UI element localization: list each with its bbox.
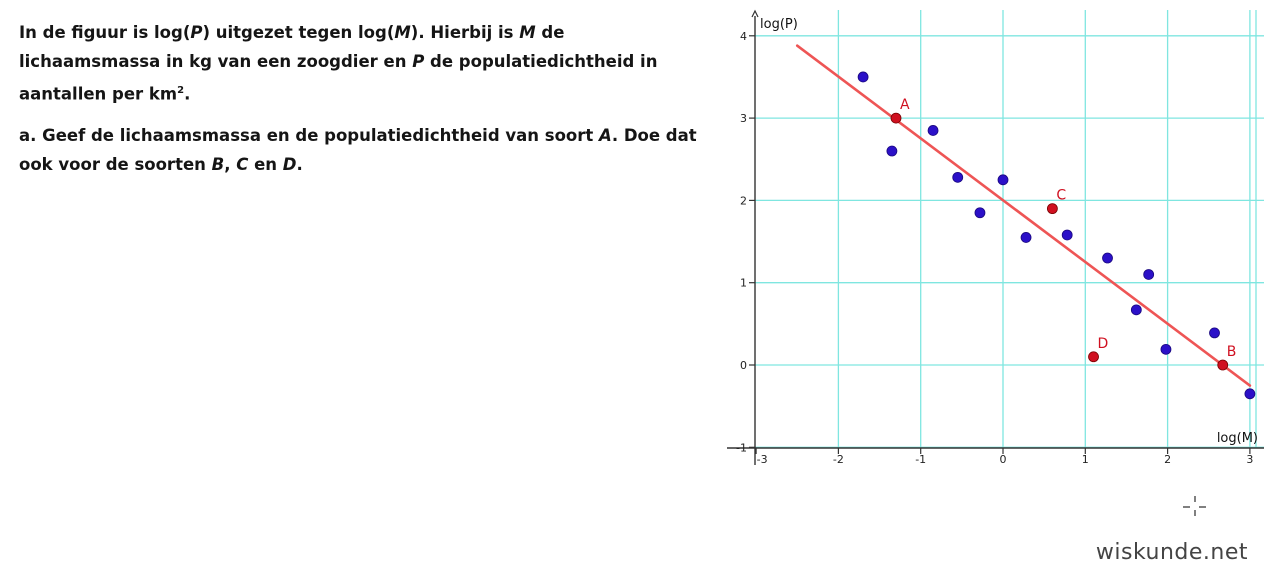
- data-point: [997, 174, 1009, 186]
- trend-line-group: [795, 44, 1252, 387]
- point-label-d: D: [1098, 336, 1109, 352]
- question-part-a: a. Geef de lichaamsmassa en de populatie…: [19, 125, 697, 174]
- x-tick-label: -1: [915, 453, 926, 466]
- y-tick-label: 4: [740, 30, 747, 43]
- data-point: [857, 71, 869, 83]
- trend-line: [795, 44, 1252, 387]
- point-label-a: A: [900, 97, 910, 113]
- data-point: [1061, 229, 1073, 241]
- point-label-b: B: [1227, 344, 1237, 360]
- data-point-b: [1217, 359, 1229, 371]
- x-axis-label: log(M): [1217, 431, 1258, 446]
- y-axis-label: log(P): [760, 17, 798, 32]
- axes: -3 -2 -1 0 1 2 3 -1 0 1 2 3 4 log(M) log(P): [727, 9, 1264, 466]
- data-point-c: [1046, 203, 1058, 215]
- data-point: [1160, 343, 1172, 355]
- question-intro: In de figuur is log(P) uitgezet tegen lo…: [19, 23, 658, 104]
- x-tick-label: 3: [1246, 453, 1253, 466]
- data-point: [974, 207, 986, 219]
- data-point: [1130, 304, 1142, 316]
- y-tick-label: 0: [740, 359, 747, 372]
- x-tick-label: 0: [1000, 453, 1007, 466]
- crosshair-cursor-icon: [1183, 496, 1206, 516]
- data-point-d: [1088, 351, 1099, 363]
- data-point: [1209, 327, 1220, 339]
- y-tick-label: -1: [736, 441, 747, 454]
- data-point: [1020, 232, 1032, 243]
- watermark: wiskunde.net: [1095, 540, 1248, 565]
- data-points: A C D B: [857, 71, 1256, 400]
- grid: [755, 10, 1264, 448]
- data-point: [886, 145, 898, 157]
- x-tick-label: 2: [1164, 453, 1171, 466]
- data-point: [1143, 269, 1155, 280]
- data-point: [1244, 388, 1256, 400]
- x-tick-label: -3: [757, 453, 768, 466]
- y-tick-label: 2: [740, 194, 747, 207]
- y-tick-label: 3: [740, 112, 747, 125]
- y-tick-label: 1: [740, 277, 747, 290]
- x-tick-label: 1: [1082, 453, 1089, 466]
- data-point: [1102, 252, 1113, 264]
- data-point: [927, 125, 939, 136]
- question-text: In de figuur is log(P) uitgezet tegen lo…: [19, 18, 699, 191]
- point-label-c: C: [1056, 188, 1066, 204]
- x-tick-label: -2: [833, 453, 844, 466]
- y-axis-arrow-icon: [751, 9, 759, 18]
- data-point-a: [890, 112, 902, 124]
- data-point: [952, 171, 964, 183]
